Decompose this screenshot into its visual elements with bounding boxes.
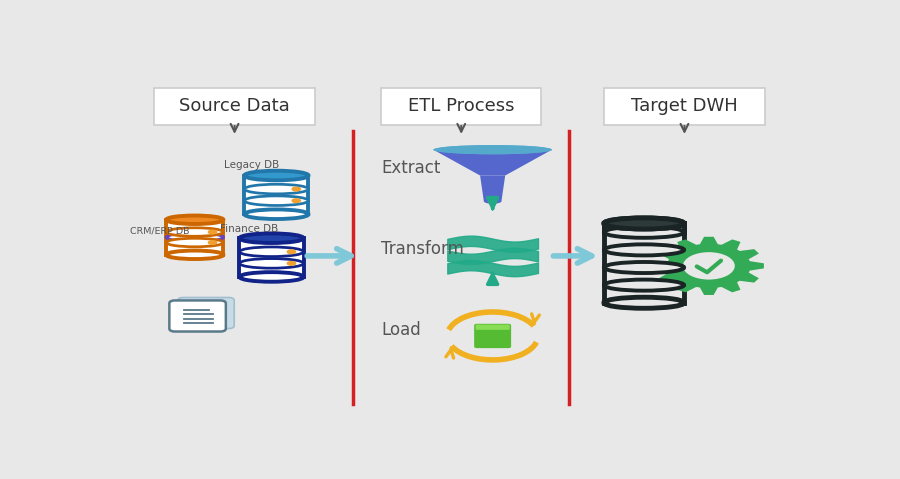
Ellipse shape (604, 280, 684, 291)
Ellipse shape (166, 251, 223, 259)
Ellipse shape (604, 218, 684, 229)
Polygon shape (166, 220, 223, 255)
Ellipse shape (239, 272, 303, 282)
Ellipse shape (166, 216, 223, 224)
Circle shape (208, 229, 218, 235)
Circle shape (292, 198, 302, 203)
Text: ETL Process: ETL Process (408, 97, 515, 115)
Ellipse shape (604, 262, 684, 273)
Text: Target DWH: Target DWH (631, 97, 738, 115)
FancyBboxPatch shape (604, 88, 765, 125)
Polygon shape (480, 175, 505, 201)
Text: Extract: Extract (381, 159, 440, 177)
Ellipse shape (166, 228, 223, 236)
Ellipse shape (239, 233, 303, 243)
Polygon shape (653, 237, 764, 295)
Ellipse shape (239, 247, 303, 257)
Ellipse shape (166, 238, 223, 247)
FancyBboxPatch shape (381, 88, 542, 125)
Ellipse shape (244, 209, 309, 219)
Text: Source Data: Source Data (179, 97, 290, 115)
Ellipse shape (166, 233, 223, 241)
Text: Transform: Transform (381, 240, 464, 258)
Circle shape (292, 186, 302, 192)
Text: Legacy DB: Legacy DB (224, 160, 280, 170)
FancyBboxPatch shape (155, 88, 315, 125)
Text: Finance DB: Finance DB (220, 224, 278, 234)
Ellipse shape (604, 244, 684, 255)
Polygon shape (239, 238, 303, 277)
Text: CRM/ERP DB: CRM/ERP DB (130, 226, 190, 235)
Ellipse shape (239, 259, 303, 268)
Ellipse shape (604, 297, 684, 308)
Circle shape (286, 249, 296, 254)
Ellipse shape (244, 171, 309, 180)
Ellipse shape (604, 227, 684, 238)
Polygon shape (244, 175, 309, 214)
Polygon shape (604, 223, 684, 303)
FancyBboxPatch shape (474, 324, 511, 348)
Polygon shape (434, 150, 552, 175)
Ellipse shape (604, 218, 684, 229)
Ellipse shape (484, 199, 501, 204)
Polygon shape (604, 223, 684, 232)
Ellipse shape (434, 145, 552, 154)
Circle shape (286, 261, 296, 266)
Ellipse shape (434, 145, 552, 154)
Ellipse shape (244, 196, 309, 205)
Ellipse shape (244, 184, 309, 194)
FancyBboxPatch shape (169, 300, 226, 331)
FancyBboxPatch shape (475, 324, 509, 330)
FancyBboxPatch shape (177, 297, 234, 329)
Circle shape (683, 252, 734, 280)
Circle shape (208, 240, 218, 245)
Text: Load: Load (381, 321, 421, 340)
